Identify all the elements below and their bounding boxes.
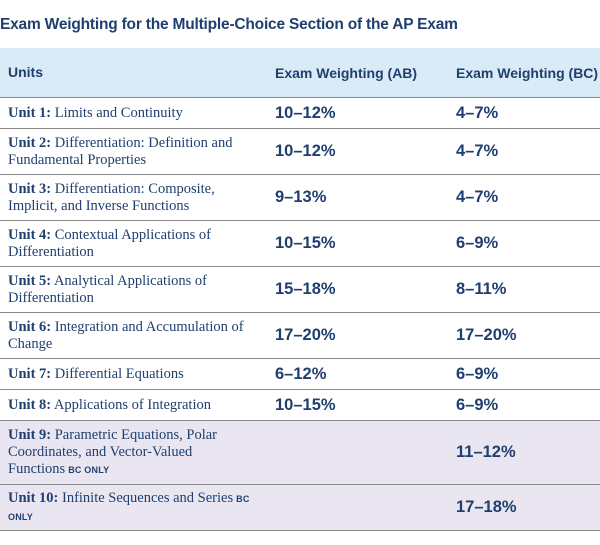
unit-cell: Unit 4: Contextual Applications of Diffe… [0,227,266,261]
ab-weight: 6–12% [275,364,327,383]
ab-weight: 10–15% [275,234,336,252]
bc-weight: 6–9% [456,234,499,252]
bc-weight: 6–9% [456,395,499,414]
table-row: Unit 3: Differentiation: Composite, Impl… [0,175,600,221]
header-ab: Exam Weighting (AB) [275,64,418,81]
unit-cell: Unit 9: Parametric Equations, Polar Coor… [0,427,266,479]
header-bc: Exam Weighting (BC) [456,64,599,81]
table-row: Unit 4: Contextual Applications of Diffe… [0,221,600,267]
bc-weight: 6–9% [456,364,499,383]
unit-cell: Unit 6: Integration and Accumulation of … [0,319,266,353]
unit-name: Parametric Equations, Polar Coordinates,… [8,426,218,477]
unit-number: Unit 6: [8,318,52,335]
unit-number: Unit 10: [8,489,59,506]
unit-number: Unit 7: [8,365,52,382]
ab-weight: 10–12% [275,142,336,160]
table-row: Unit 2: Differentiation: Definition and … [0,129,600,175]
table-row: Unit 9: Parametric Equations, Polar Coor… [0,421,600,485]
unit-number: Unit 4: [8,226,52,243]
unit-name: Differentiation: Composite, Implicit, an… [8,180,215,214]
unit-cell: Unit 10: Infinite Sequences and Series BC… [0,490,266,526]
unit-cell: Unit 1: Limits and Continuity [0,105,266,122]
bc-weight: 11–12% [456,443,516,461]
ab-weight: 15–18% [275,280,336,298]
unit-cell: Unit 2: Differentiation: Definition and … [0,135,266,169]
table-row: Unit 6: Integration and Accumulation of … [0,313,600,359]
unit-name: Infinite Sequences and Series [61,489,234,506]
ab-weight: 10–12% [275,103,336,122]
unit-name: Contextual Applications of Differentiati… [8,226,211,260]
unit-number: Unit 8: [8,396,52,413]
unit-name: Analytical Applications of Differentiati… [8,272,207,306]
unit-name: Differentiation: Definition and Fundamen… [8,134,233,168]
ab-weight: 9–13% [275,188,327,206]
bc-weight: 4–7% [456,142,499,160]
bc-weight: 4–7% [456,188,499,206]
unit-name: Limits and Continuity [54,104,183,121]
unit-cell: Unit 8: Applications of Integration [0,397,266,414]
unit-number: Unit 3: [8,180,52,197]
bc-weight: 8–11% [456,280,507,298]
bc-weight: 4–7% [456,103,499,122]
page-title: Exam Weighting for the Multiple-Choice S… [0,16,458,33]
unit-number: Unit 2: [8,134,52,151]
bc-only-tag: BC ONLY [8,493,250,522]
table-row: Unit 1: Limits and Continuity 10–12% 4–7… [0,98,600,129]
bc-weight: 17–20% [456,326,517,344]
unit-name: Integration and Accumulation of Change [8,318,244,352]
table-row: Unit 5: Analytical Applications of Diffe… [0,267,600,313]
header-units: Units [8,64,43,80]
table-header: Units Exam Weighting (AB) Exam Weighting… [0,48,600,98]
table-row: Unit 7: Differential Equations 6–12% 6–9… [0,359,600,390]
ab-weight: 17–20% [275,326,336,344]
exam-weighting-table: Units Exam Weighting (AB) Exam Weighting… [0,48,600,531]
table-row: Unit 8: Applications of Integration 10–1… [0,390,600,421]
unit-number: Unit 5: [8,272,52,289]
unit-name: Applications of Integration [53,396,211,413]
unit-name: Differential Equations [54,365,184,382]
unit-number: Unit 1: [8,104,52,121]
ab-weight: 10–15% [275,395,336,414]
unit-cell: Unit 5: Analytical Applications of Diffe… [0,273,266,307]
bc-weight: 17–18% [456,498,517,516]
unit-cell: Unit 7: Differential Equations [0,366,266,383]
table-row: Unit 10: Infinite Sequences and Series BC… [0,485,600,531]
unit-cell: Unit 3: Differentiation: Composite, Impl… [0,181,266,215]
bc-only-tag: BC ONLY [68,464,110,475]
unit-number: Unit 9: [8,426,52,443]
